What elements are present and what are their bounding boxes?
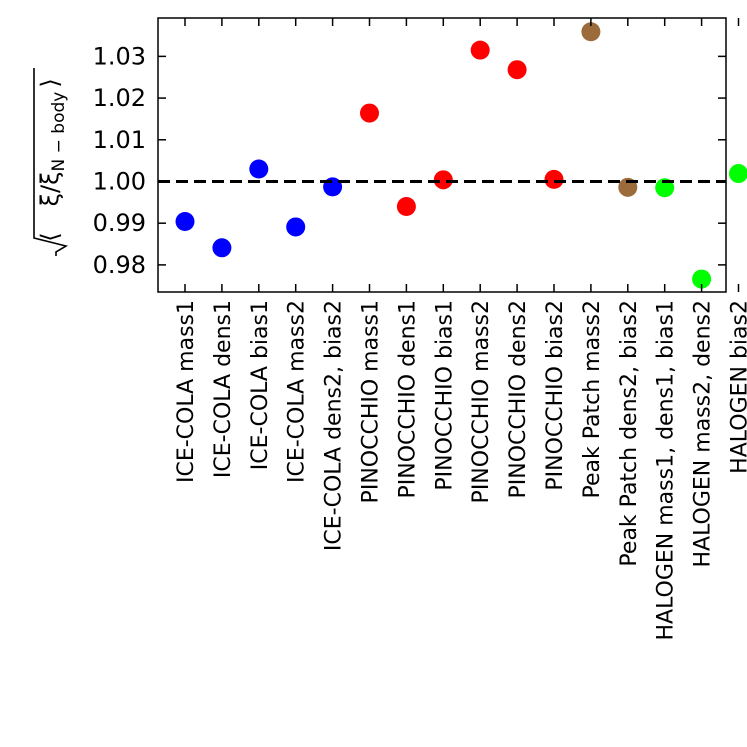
ylabel-left-bracket: ⟨ [36, 232, 64, 241]
x-tick-label: Peak Patch dens2, bias2 [617, 300, 642, 567]
x-axis: ICE-COLA mass1 ICE-COLA dens1 ICE-COLA bia… [174, 18, 747, 641]
data-point [729, 164, 747, 184]
ylabel-right-bracket: ⟩ [36, 78, 64, 87]
y-tick-label: 1.00 [93, 167, 146, 195]
y-axis-label-text: ⟨ξ/ξN − body⟩ [36, 78, 69, 241]
data-point [212, 238, 232, 258]
plot-frame [157, 17, 727, 293]
ylabel-xi-numer: ξ [36, 193, 64, 206]
x-tick-label: PINOCCHIO mass2 [469, 300, 494, 503]
x-tick-label: ICE-COLA mass2 [285, 300, 310, 483]
x-tick-label: HALOGEN mass2, dens2 [691, 300, 716, 568]
data-point [286, 217, 306, 237]
y-tick-label: 1.03 [93, 42, 146, 70]
data-point [470, 40, 490, 60]
data-point [249, 159, 269, 179]
y-tick-label: 0.99 [93, 209, 146, 237]
x-tick-label: ICE-COLA dens2, bias2 [322, 300, 347, 551]
x-tick-label: PINOCCHIO mass1 [359, 300, 384, 503]
y-axis: 0.98 0.99 1.00 1.01 1.02 1.03 [93, 42, 726, 279]
y-tick-label: 1.01 [93, 126, 146, 154]
data-point [360, 103, 379, 123]
x-tick-label: Peak Patch mass2 [580, 300, 605, 498]
data-point [581, 22, 601, 42]
x-tick-label: PINOCCHIO bias1 [432, 300, 457, 491]
data-point [433, 170, 453, 190]
data-point [175, 212, 195, 232]
ylabel-subscript: N − body [49, 92, 69, 172]
x-tick-label: PINOCCHIO bias2 [543, 300, 568, 491]
sqrt-symbol [33, 68, 69, 256]
x-tick-label: HALOGEN bias2 [728, 300, 747, 474]
y-axis-label: ⟨ξ/ξN − body⟩ [33, 68, 69, 256]
x-tick-label: ICE-COLA mass1 [174, 300, 199, 483]
y-tick-label: 1.02 [93, 84, 146, 112]
data-points [175, 22, 747, 289]
data-point [692, 269, 712, 289]
data-point [655, 178, 675, 198]
x-tick-label: PINOCCHIO dens1 [395, 300, 420, 499]
y-tick-label: 0.98 [93, 251, 146, 279]
x-tick-label: ICE-COLA bias1 [248, 300, 273, 470]
ylabel-slash: / [36, 184, 64, 193]
x-tick-label: PINOCCHIO dens2 [506, 300, 531, 499]
data-point [544, 169, 564, 189]
data-point [507, 60, 527, 80]
x-tick-label: ICE-COLA dens1 [211, 300, 236, 478]
x-tick-label: HALOGEN mass1, dens1, bias1 [654, 300, 679, 641]
data-point [396, 197, 416, 217]
ylabel-xi-denom: ξ [36, 171, 64, 184]
